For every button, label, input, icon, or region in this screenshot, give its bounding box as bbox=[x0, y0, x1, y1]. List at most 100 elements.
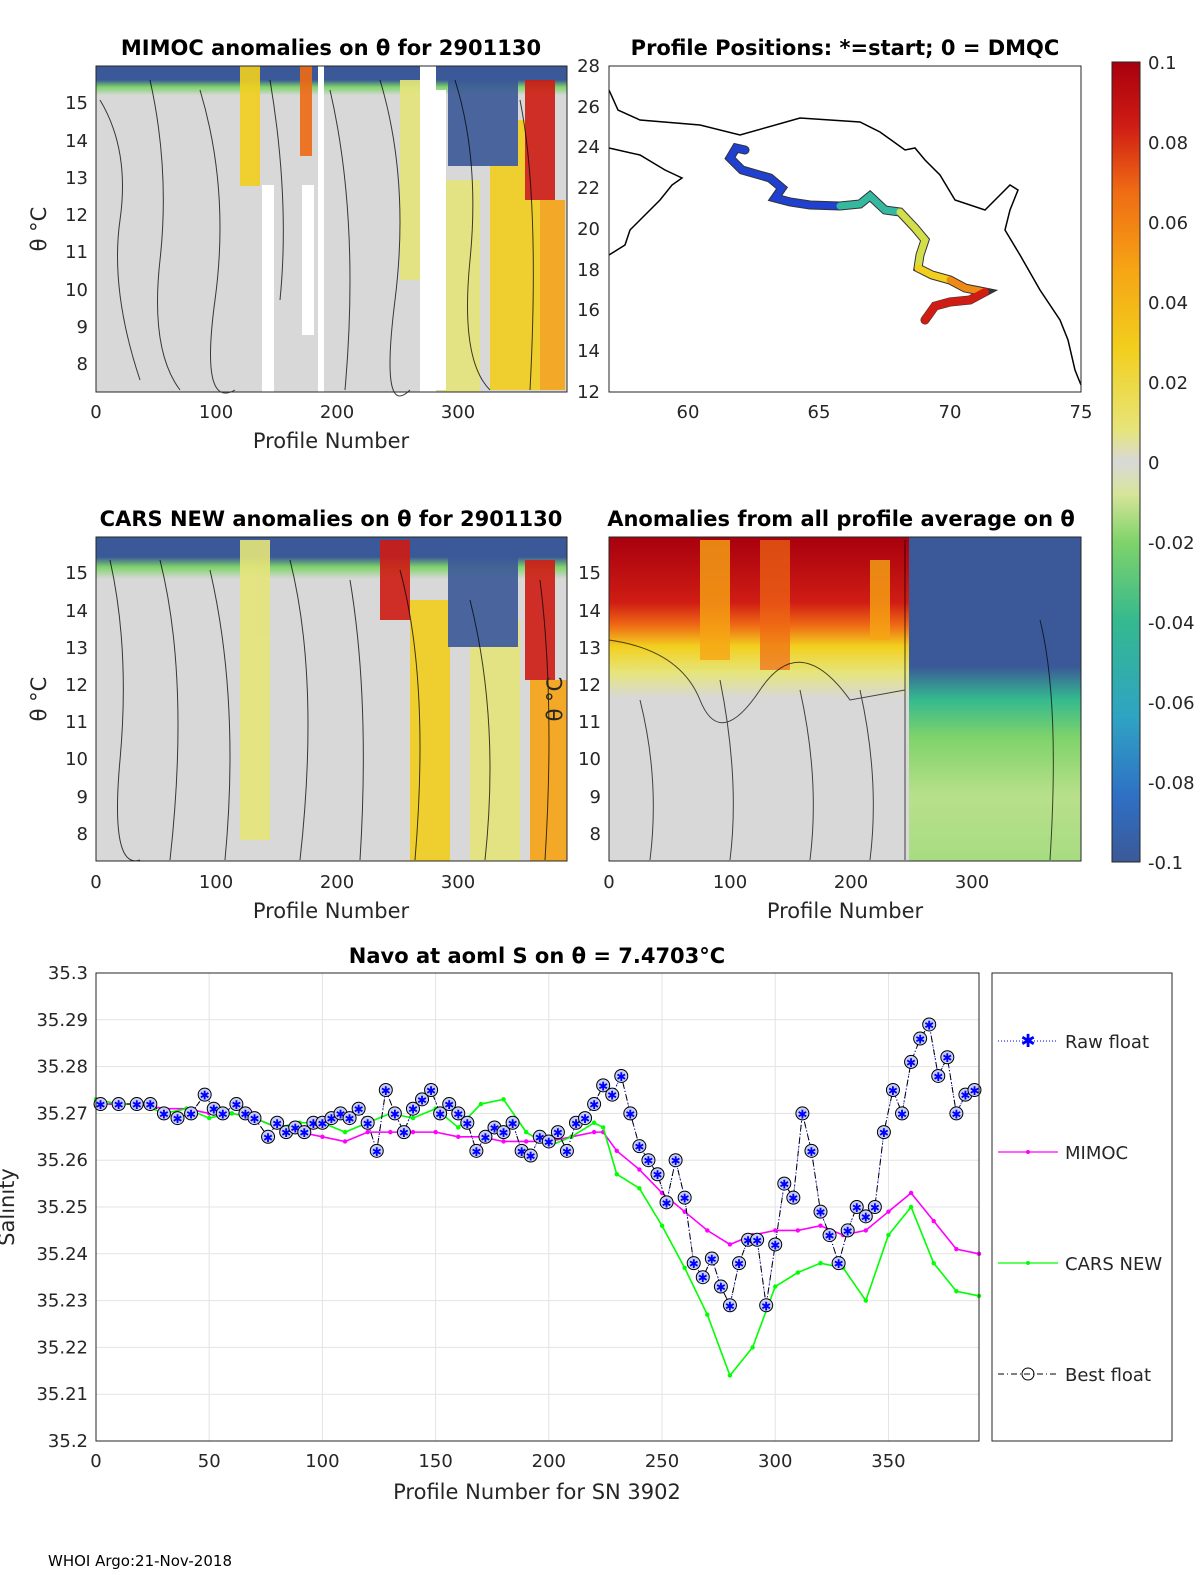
mimoc-field bbox=[240, 66, 565, 392]
y-tick-label: 35.24 bbox=[36, 1244, 88, 1265]
raw-point: ✱ bbox=[797, 1107, 807, 1121]
best-point bbox=[478, 1129, 493, 1144]
best-point bbox=[867, 1200, 882, 1214]
colorbar-tick: 0 bbox=[1148, 453, 1159, 474]
best-point bbox=[822, 1228, 837, 1243]
best-point bbox=[614, 1068, 629, 1083]
best-point bbox=[777, 1176, 792, 1191]
best-point bbox=[93, 1097, 108, 1112]
colorbar-tick: 0.06 bbox=[1148, 213, 1188, 234]
mimoc-ytick: 13 bbox=[65, 168, 88, 189]
raw-point: ✱ bbox=[240, 1107, 250, 1121]
raw-point: ✱ bbox=[689, 1257, 699, 1271]
cars-point bbox=[886, 1232, 891, 1238]
cars-ytick: 10 bbox=[65, 749, 88, 770]
mimoc-xlabel: Profile Number bbox=[253, 429, 410, 453]
allavg-panel: Anomalies from all profile average on θ … bbox=[543, 507, 1082, 923]
cars-xlabel: Profile Number bbox=[253, 899, 410, 923]
mimoc-point bbox=[954, 1246, 959, 1252]
raw-point: ✱ bbox=[643, 1154, 653, 1168]
cars-ytick: 8 bbox=[77, 824, 88, 845]
cars-point bbox=[727, 1373, 733, 1378]
cars-point bbox=[863, 1298, 868, 1303]
mimoc-point bbox=[433, 1129, 438, 1135]
raw-point: ✱ bbox=[662, 1196, 672, 1210]
best-point bbox=[704, 1251, 719, 1266]
best-point bbox=[750, 1232, 765, 1247]
best-point bbox=[270, 1115, 285, 1130]
allavg-title: Anomalies from all profile average on θ bbox=[607, 507, 1075, 531]
best-point bbox=[424, 1083, 439, 1097]
cars-point bbox=[908, 1204, 914, 1210]
cars-point bbox=[795, 1270, 801, 1275]
raw-point: ✱ bbox=[779, 1178, 789, 1192]
raw-point: ✱ bbox=[308, 1117, 318, 1131]
cars-point bbox=[773, 1284, 778, 1289]
raw-point: ✱ bbox=[218, 1107, 228, 1121]
raw-point: ✱ bbox=[825, 1229, 835, 1243]
raw-point: ✱ bbox=[453, 1107, 463, 1121]
mimoc-point bbox=[818, 1223, 823, 1228]
raw-point: ✱ bbox=[535, 1131, 545, 1145]
best-point bbox=[686, 1256, 701, 1271]
mimoc-point bbox=[501, 1139, 506, 1144]
allavg-xtick: 300 bbox=[955, 872, 989, 893]
allavg-xticks: 0 100 200 300 bbox=[603, 872, 989, 893]
best-point bbox=[940, 1050, 955, 1065]
best-point bbox=[496, 1125, 511, 1140]
map-ytick: 12 bbox=[577, 382, 600, 403]
best-point bbox=[596, 1078, 611, 1093]
allavg-ytick: 9 bbox=[590, 787, 601, 808]
best-point bbox=[396, 1125, 411, 1140]
raw-point: ✱ bbox=[335, 1107, 345, 1121]
mimoc-title: MIMOC anomalies on θ for 2901130 bbox=[121, 36, 541, 60]
start-marker: * bbox=[759, 160, 768, 181]
best-point bbox=[156, 1106, 171, 1121]
raw-point: ✱ bbox=[625, 1107, 635, 1121]
mimoc-xtick: 100 bbox=[199, 402, 233, 423]
best-point bbox=[143, 1097, 158, 1112]
allavg-ytick: 15 bbox=[578, 563, 601, 584]
raw-point: ✱ bbox=[372, 1145, 382, 1159]
map-xtick: 70 bbox=[939, 402, 962, 423]
best-point bbox=[759, 1298, 774, 1313]
best-point bbox=[858, 1209, 873, 1224]
best-point bbox=[904, 1054, 919, 1069]
map-ytick: 18 bbox=[577, 260, 600, 281]
cars-xtick: 300 bbox=[441, 872, 475, 893]
best-point bbox=[469, 1143, 484, 1158]
best-point bbox=[922, 1017, 937, 1032]
raw-point: ✱ bbox=[806, 1145, 816, 1159]
raw-point: ✱ bbox=[915, 1033, 925, 1047]
raw-point: ✱ bbox=[132, 1098, 142, 1112]
y-tick-label: 35.21 bbox=[36, 1384, 88, 1405]
y-tick-label: 35.3 bbox=[48, 963, 88, 984]
best-point bbox=[247, 1111, 262, 1126]
best-point bbox=[913, 1031, 928, 1046]
allavg-xlabel: Profile Number bbox=[767, 899, 924, 923]
best-point bbox=[949, 1106, 964, 1121]
best-point bbox=[813, 1204, 828, 1219]
cars-ylabel: θ °C bbox=[27, 677, 51, 722]
raw-point: ✱ bbox=[231, 1098, 241, 1112]
circle-icon bbox=[1021, 1367, 1035, 1381]
legend-best: Best float bbox=[998, 1365, 1151, 1386]
cars-ytick: 11 bbox=[65, 712, 88, 733]
map-title: Profile Positions: *=start; 0 = DMQC bbox=[631, 36, 1060, 60]
best-point bbox=[342, 1111, 357, 1126]
allavg-yticks: 8 9 10 11 12 13 14 15 bbox=[578, 563, 601, 845]
mimoc-ytick: 8 bbox=[77, 354, 88, 375]
raw-point: ✱ bbox=[852, 1201, 862, 1215]
map-xtick: 65 bbox=[808, 402, 831, 423]
colorbar-tick: 0.08 bbox=[1148, 133, 1188, 154]
legend: ✱ Raw float MIMOC CARS NEW Best float bbox=[991, 972, 1173, 1442]
mimoc-point bbox=[682, 1209, 687, 1214]
allavg-ytick: 8 bbox=[590, 824, 601, 845]
best-point bbox=[931, 1068, 946, 1083]
legend-raw: ✱ Raw float bbox=[998, 1031, 1149, 1053]
best-point bbox=[623, 1106, 638, 1121]
raw-point: ✱ bbox=[652, 1168, 662, 1182]
mimoc-ytick: 14 bbox=[65, 131, 88, 152]
mimoc-point bbox=[410, 1129, 416, 1135]
raw-point: ✱ bbox=[924, 1018, 934, 1032]
